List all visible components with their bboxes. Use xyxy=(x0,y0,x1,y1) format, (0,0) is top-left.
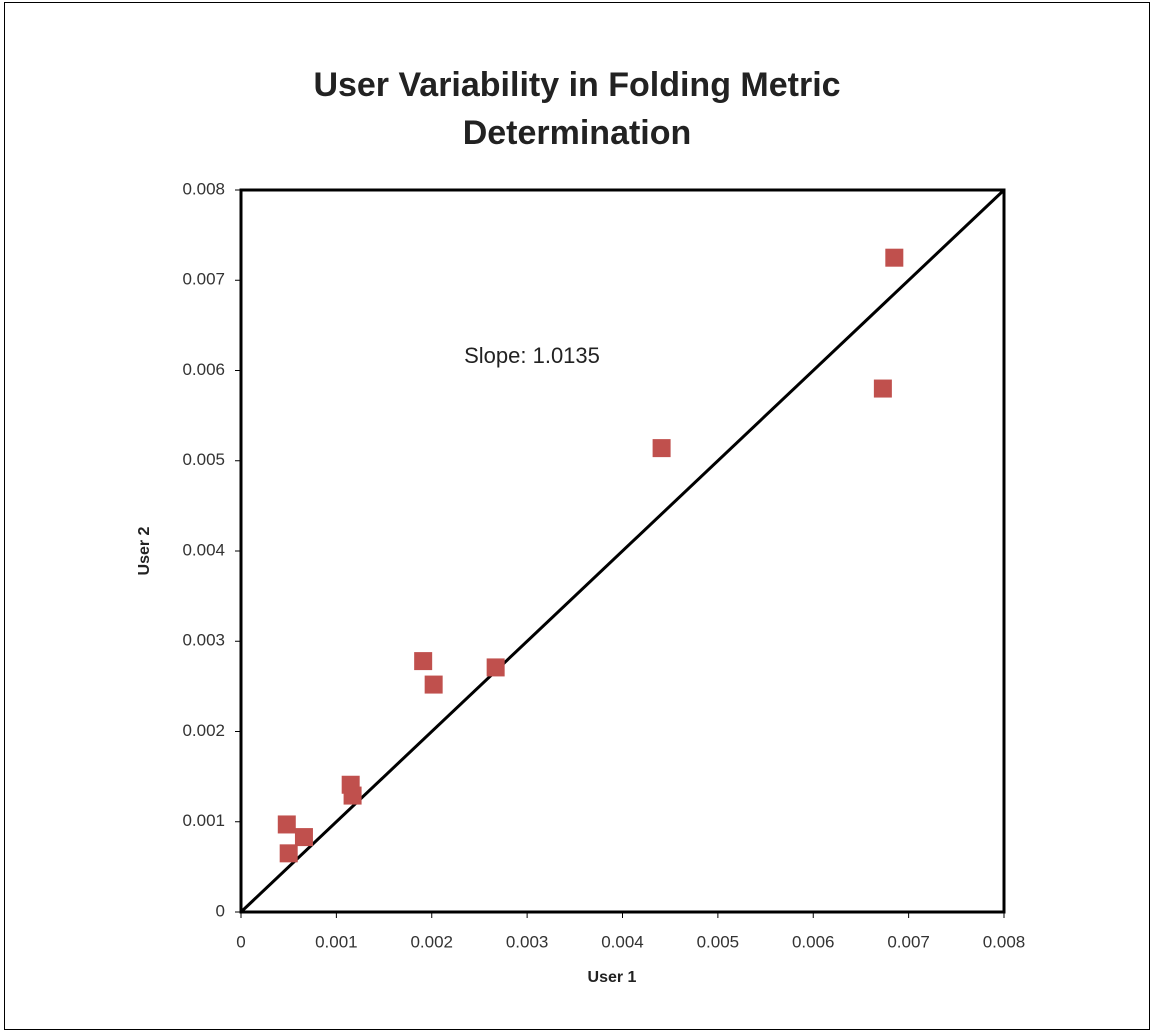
y-tick-label: 0.002 xyxy=(182,721,225,740)
y-tick-label: 0.004 xyxy=(182,540,225,559)
chart-title: User Variability in Folding Metric xyxy=(313,66,840,104)
x-tick-label: 0.001 xyxy=(315,932,358,951)
point xyxy=(277,815,296,834)
y-tick-label: 0.003 xyxy=(182,631,225,650)
x-tick-label: 0.008 xyxy=(983,932,1026,951)
y-tick-label: 0.007 xyxy=(182,270,225,289)
point xyxy=(885,248,904,267)
y-tick-label: 0 xyxy=(216,901,225,920)
point xyxy=(343,786,362,805)
point xyxy=(486,658,505,677)
x-axis-title: User 1 xyxy=(588,969,637,986)
point xyxy=(652,439,671,458)
x-tick-label: 0 xyxy=(236,932,245,951)
x-tick-label: 0.003 xyxy=(506,932,549,951)
x-tick-label: 0.006 xyxy=(792,932,835,951)
y-tick-label: 0.008 xyxy=(182,179,225,198)
point xyxy=(424,675,443,694)
x-tick-label: 0.007 xyxy=(887,932,930,951)
x-tick-label: 0.004 xyxy=(601,932,644,951)
y-tick-label: 0.005 xyxy=(182,450,225,469)
x-tick-label: 0.002 xyxy=(410,932,453,951)
chart-title: Determination xyxy=(463,114,692,152)
point xyxy=(279,844,298,863)
trendline xyxy=(241,190,1004,912)
x-tick-label: 0.005 xyxy=(697,932,740,951)
frame xyxy=(4,2,1150,1030)
y-axis-title: User 2 xyxy=(136,526,153,575)
y-tick-label: 0.006 xyxy=(182,360,225,379)
point xyxy=(414,652,433,671)
point xyxy=(294,828,313,847)
annotation: Slope: 1.0135 xyxy=(464,343,600,368)
point xyxy=(873,379,892,398)
plot-border xyxy=(239,188,1006,914)
y-tick-label: 0.001 xyxy=(182,811,225,830)
